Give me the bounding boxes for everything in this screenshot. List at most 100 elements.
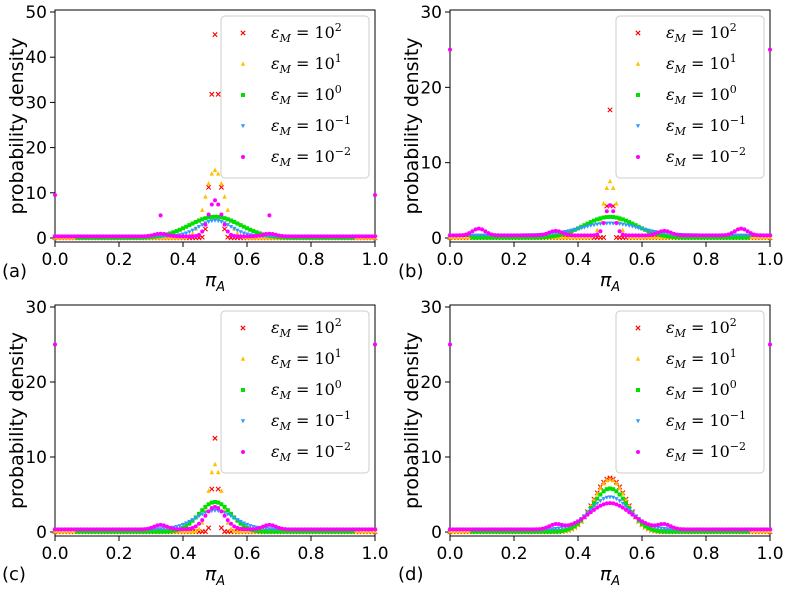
data-point <box>216 469 221 475</box>
data-point <box>133 529 137 534</box>
data-point <box>161 529 166 534</box>
data-point <box>585 512 590 517</box>
data-point <box>704 529 708 534</box>
data-point <box>534 235 539 240</box>
data-point <box>229 218 233 223</box>
data-point-outlier <box>158 213 163 218</box>
data-point <box>716 529 721 534</box>
legend-entry: εM = 10−2 <box>271 145 351 169</box>
data-point <box>149 233 153 238</box>
data-point <box>305 529 310 534</box>
x-tick-label: 0.0 <box>41 544 68 564</box>
data-point <box>617 485 622 490</box>
data-point <box>640 519 644 524</box>
data-point <box>94 529 99 534</box>
data-point <box>187 223 192 228</box>
data-point <box>617 229 622 234</box>
data-point <box>508 233 513 238</box>
data-point <box>556 522 561 527</box>
data-point <box>187 230 192 235</box>
data-point <box>672 525 676 530</box>
data-point <box>684 529 689 534</box>
data-point <box>155 529 160 534</box>
data-point <box>158 234 163 239</box>
data-point <box>321 529 326 534</box>
data-point <box>512 529 516 534</box>
data-point <box>505 527 510 532</box>
data-point <box>588 233 593 238</box>
data-point <box>101 527 105 532</box>
data-point <box>534 233 539 238</box>
x-tick-label: 0.2 <box>500 544 527 564</box>
data-point <box>309 234 313 239</box>
data-point <box>209 214 214 219</box>
x-tick-label: 0.8 <box>297 544 324 564</box>
data-point <box>200 520 205 525</box>
series-4 <box>53 198 377 239</box>
data-point <box>720 527 724 532</box>
data-point <box>672 235 676 240</box>
data-point <box>241 224 246 229</box>
x-tick-label: 0.4 <box>564 544 591 564</box>
x-tick-label: 0.2 <box>105 544 132 564</box>
data-point <box>174 525 179 530</box>
y-tick-label: 0 <box>36 523 47 543</box>
data-point <box>337 527 342 532</box>
data-point <box>222 507 227 512</box>
data-point <box>200 508 205 513</box>
y-tick-label: 20 <box>25 139 47 159</box>
data-point <box>598 222 603 227</box>
series-1 <box>447 178 773 240</box>
data-point <box>659 526 664 531</box>
data-point <box>75 234 80 239</box>
data-point <box>53 234 57 239</box>
panel-1: 0 10 20 30 0.0 0.2 0.4 0.6 0.8 1.0 πA probability d… <box>398 3 784 295</box>
y-tick-label: 50 <box>25 3 47 23</box>
data-point <box>512 233 516 238</box>
data-point <box>662 228 667 233</box>
data-point <box>126 527 131 532</box>
data-point <box>88 234 93 239</box>
data-point <box>483 527 488 532</box>
data-point <box>241 527 246 532</box>
data-point <box>563 231 568 236</box>
data-point <box>341 234 345 239</box>
data-point <box>668 527 673 532</box>
data-point <box>652 523 657 528</box>
axes-frame <box>54 9 376 243</box>
x-tick-label: 1.0 <box>756 544 783 564</box>
data-point <box>190 518 195 523</box>
series-3 <box>447 495 773 532</box>
data-point <box>225 518 230 523</box>
data-point <box>200 518 205 523</box>
data-point <box>518 233 523 238</box>
data-point <box>273 232 278 237</box>
data-point <box>235 221 240 226</box>
data-point <box>97 527 102 532</box>
data-point <box>232 234 237 239</box>
data-point <box>454 233 459 238</box>
data-point <box>78 234 83 239</box>
data-point <box>347 529 352 534</box>
data-point <box>550 229 555 234</box>
data-point <box>681 527 686 532</box>
data-point <box>675 235 680 240</box>
data-point <box>662 526 667 531</box>
data-point <box>360 527 365 532</box>
data-point <box>264 232 269 237</box>
data-point <box>528 233 532 238</box>
data-point <box>617 222 622 227</box>
data-point <box>113 527 118 532</box>
data-point <box>582 225 587 230</box>
data-point <box>350 527 355 532</box>
data-point <box>563 523 568 528</box>
data-point <box>691 233 696 238</box>
data-point <box>588 220 593 225</box>
data-point <box>473 529 478 534</box>
data-point <box>213 504 217 509</box>
data-point <box>736 235 740 240</box>
axes-frame <box>449 9 771 243</box>
data-point <box>524 235 529 240</box>
data-point <box>537 529 542 534</box>
data-point <box>537 235 542 240</box>
